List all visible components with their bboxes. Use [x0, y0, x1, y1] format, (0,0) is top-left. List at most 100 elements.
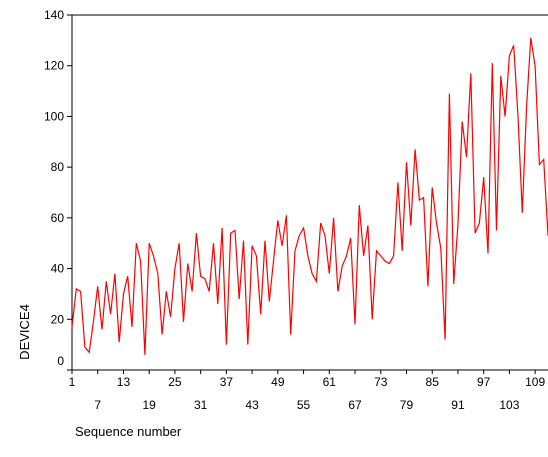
data-point [350, 238, 351, 239]
data-point [526, 106, 527, 107]
data-point [204, 278, 205, 279]
x-tick-label: 109 [525, 375, 545, 389]
data-point [466, 156, 467, 157]
x-tick-label: 25 [168, 375, 182, 389]
data-point [209, 291, 210, 292]
data-point [282, 245, 283, 246]
data-point [196, 232, 197, 233]
data-point [84, 347, 85, 348]
data-point [410, 225, 411, 226]
data-point [303, 227, 304, 228]
y-axis: 0 20 40 60 80 100 120 140 [44, 8, 72, 371]
data-point [230, 232, 231, 233]
data-point [509, 55, 510, 56]
data-point [294, 250, 295, 251]
data-point [161, 334, 162, 335]
y-axis-title: DEVICE4 [17, 304, 32, 360]
data-point [376, 250, 377, 251]
data-point [157, 273, 158, 274]
data-point [440, 248, 441, 249]
data-point [166, 291, 167, 292]
x-tick-label: 61 [323, 375, 337, 389]
data-point [183, 321, 184, 322]
y-tick-label: 20 [51, 312, 65, 326]
data-point [144, 354, 145, 355]
series-layer [71, 37, 548, 355]
data-point [453, 283, 454, 284]
plot-frame [71, 14, 548, 371]
data-point [380, 255, 381, 256]
data-point [397, 182, 398, 183]
data-point [136, 243, 137, 244]
data-point [114, 273, 115, 274]
x-tick-label: 31 [194, 398, 208, 412]
data-point [170, 316, 171, 317]
data-point [256, 255, 257, 256]
data-point [221, 227, 222, 228]
data-point [179, 243, 180, 244]
data-point [346, 255, 347, 256]
data-point [496, 230, 497, 231]
data-point [110, 314, 111, 315]
x-tick-label: 13 [117, 375, 131, 389]
data-point [307, 255, 308, 256]
data-point [247, 344, 248, 345]
data-point [71, 326, 72, 327]
data-point [342, 265, 343, 266]
data-point [217, 303, 218, 304]
data-point [213, 243, 214, 244]
data-point [432, 187, 433, 188]
data-point [470, 73, 471, 74]
data-point [517, 116, 518, 117]
data-point [423, 197, 424, 198]
data-point [363, 255, 364, 256]
data-point [131, 326, 132, 327]
data-point [277, 220, 278, 221]
data-point [406, 161, 407, 162]
data-point [513, 45, 514, 46]
data-point [312, 273, 313, 274]
data-point [505, 116, 506, 117]
data-point [329, 273, 330, 274]
x-tick-label: 103 [499, 398, 519, 412]
data-point [191, 291, 192, 292]
data-point [239, 298, 240, 299]
data-point [286, 215, 287, 216]
data-point [333, 217, 334, 218]
data-point [269, 301, 270, 302]
series-line-0 [71, 37, 548, 355]
x-tick-label: 97 [477, 375, 491, 389]
x-tick-label: 73 [374, 375, 388, 389]
x-tick-label: 55 [297, 398, 311, 412]
y-tick-label: 140 [44, 8, 64, 22]
data-point [535, 65, 536, 66]
x-tick-label: 37 [220, 375, 234, 389]
data-point [273, 260, 274, 261]
data-point [367, 225, 368, 226]
x-tick-label: 85 [426, 375, 440, 389]
x-axis: 1 13 25 37 49 61 73 85 97 109 7 19 31 43 55 67 79 91 103 [69, 370, 545, 412]
data-point [372, 319, 373, 320]
data-point [97, 286, 98, 287]
data-point [290, 334, 291, 335]
data-point [402, 250, 403, 251]
data-point [174, 268, 175, 269]
data-point [522, 212, 523, 213]
y-tick-label: 80 [51, 160, 65, 174]
data-point [389, 263, 390, 264]
x-tick-label: 1 [69, 375, 76, 389]
x-tick-label: 49 [271, 375, 285, 389]
data-point [483, 177, 484, 178]
data-point [226, 344, 227, 345]
data-point [492, 63, 493, 64]
x-tick-label: 43 [245, 398, 259, 412]
data-point [414, 149, 415, 150]
data-point [260, 314, 261, 315]
data-point [101, 329, 102, 330]
data-point [316, 281, 317, 282]
data-point [123, 293, 124, 294]
data-point [457, 225, 458, 226]
data-point [89, 352, 90, 353]
data-point [324, 235, 325, 236]
